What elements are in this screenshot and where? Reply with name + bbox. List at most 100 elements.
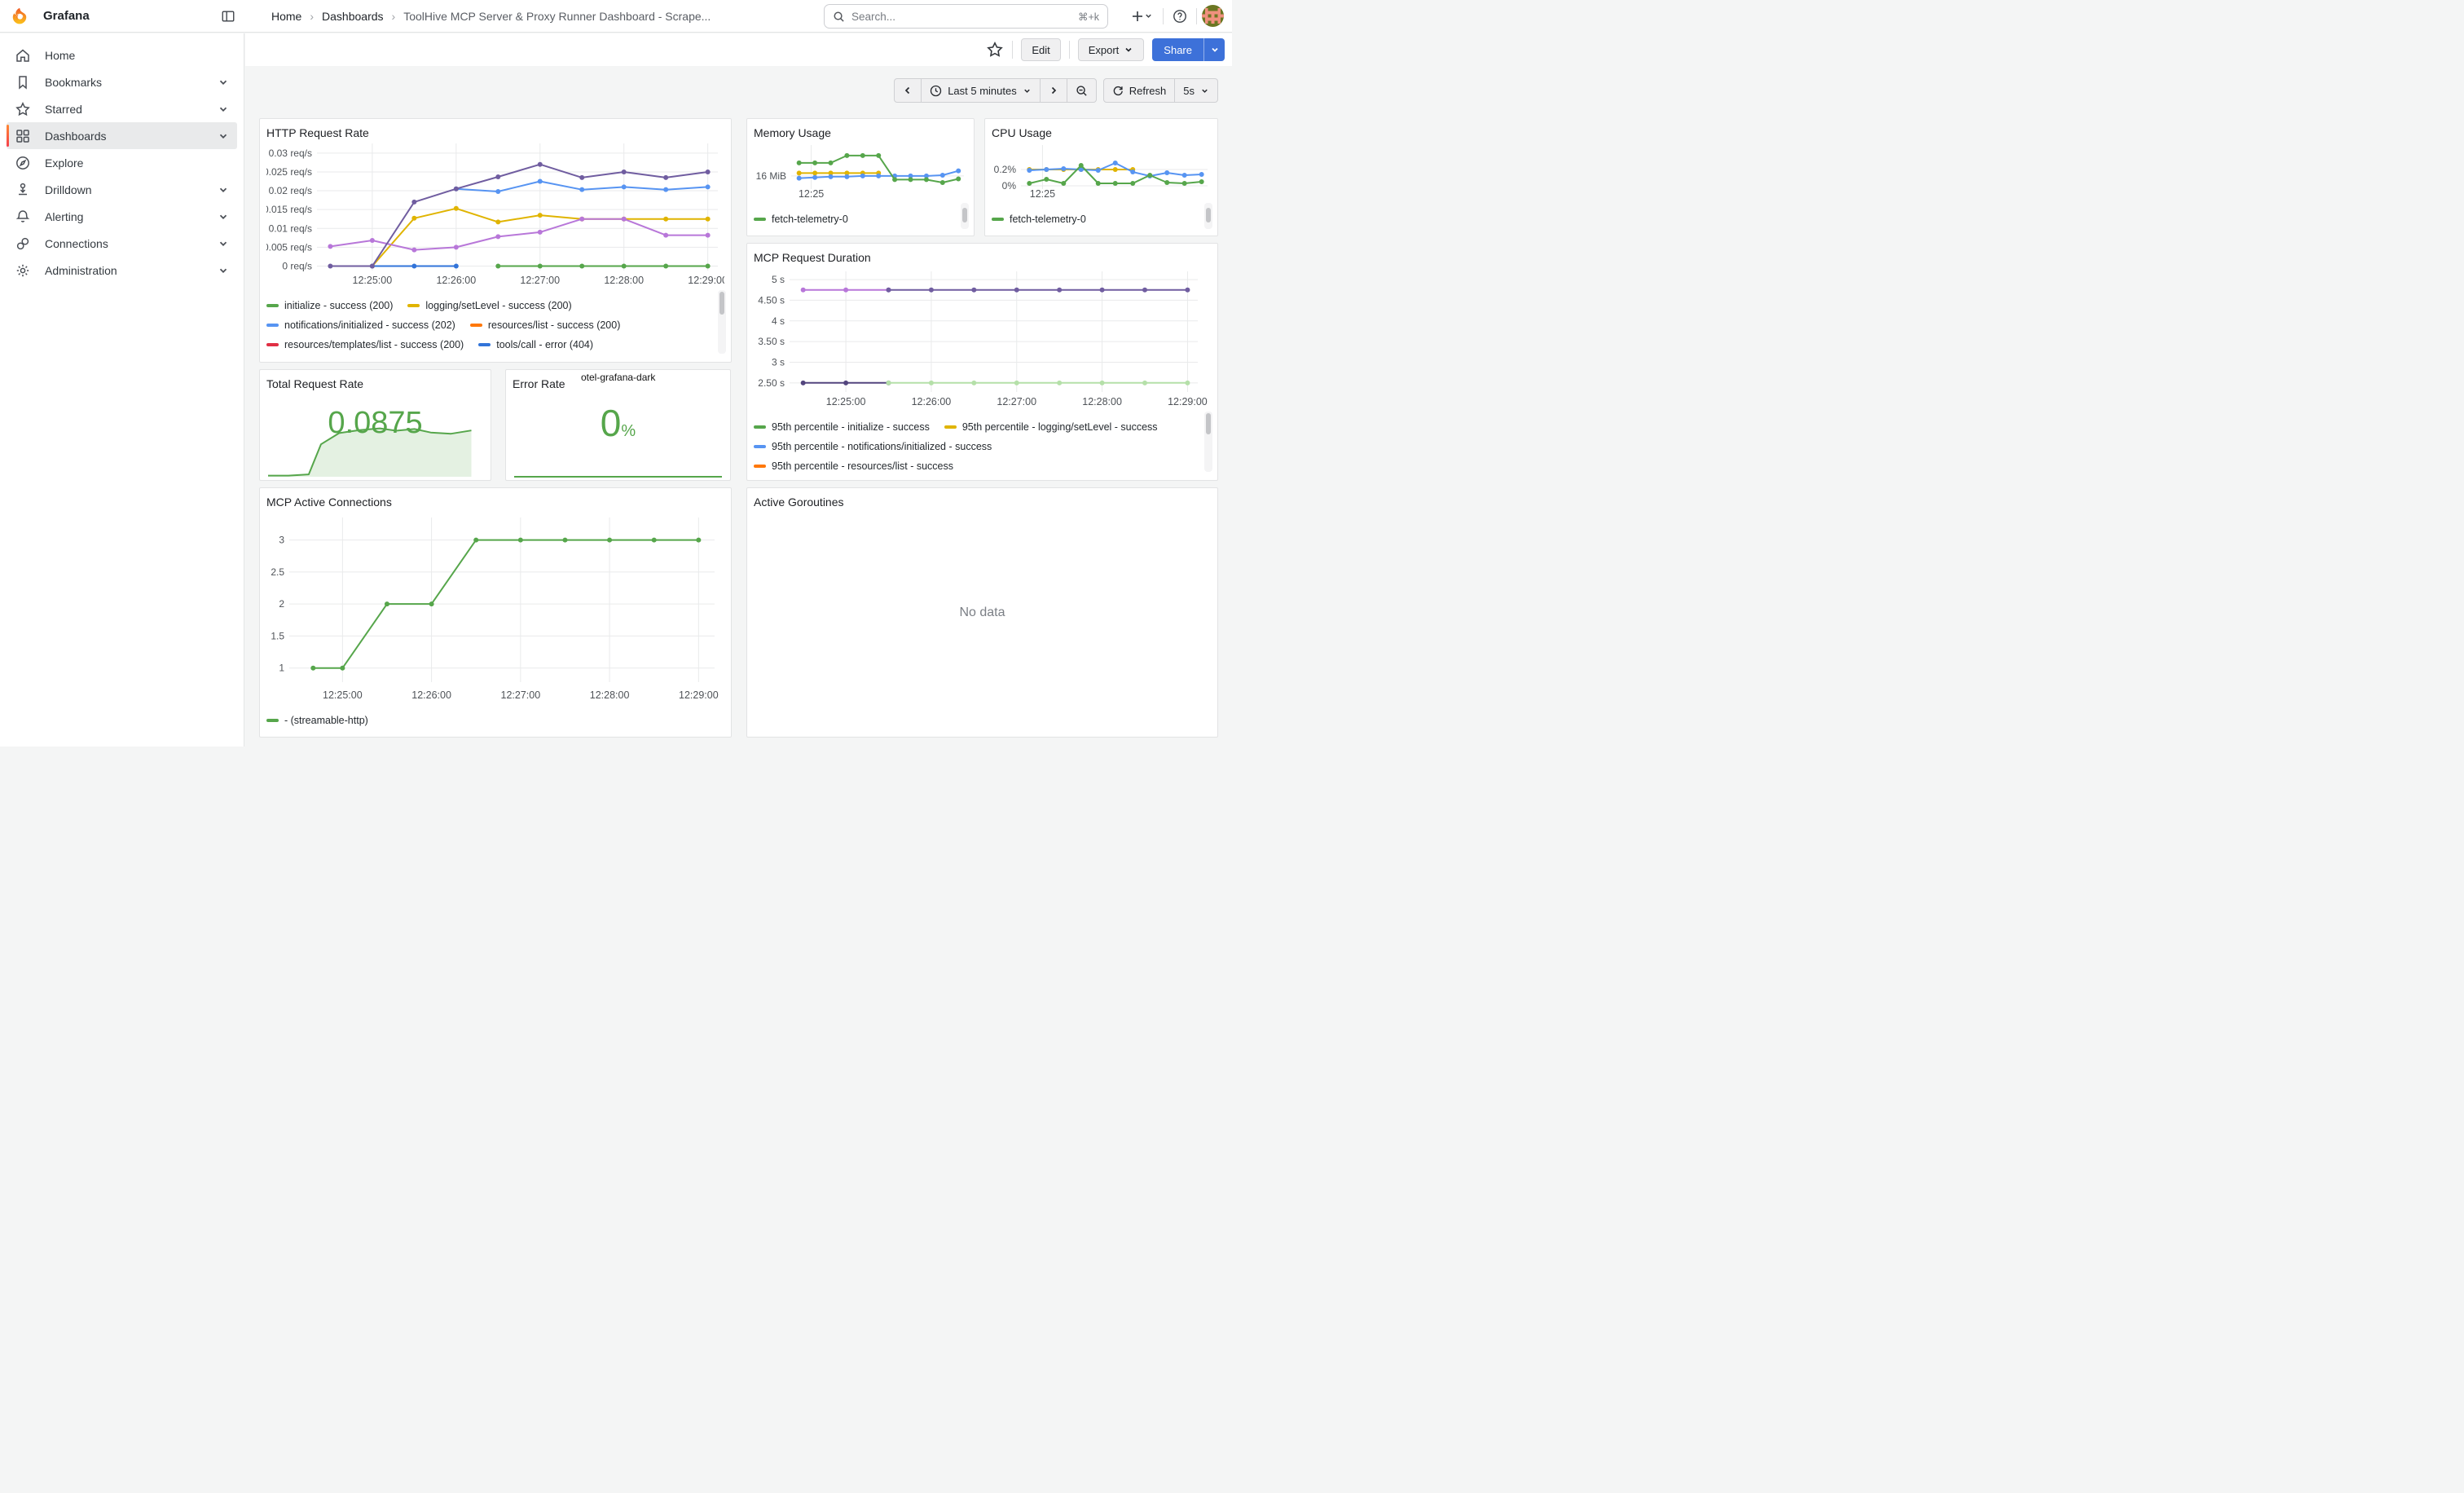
duration-legend: 95th percentile - initialize - success 95… [754,414,1211,478]
legend-item[interactable]: notifications/initialized - success (202… [266,319,455,331]
sidebar-item-label: Explore [45,156,84,170]
sidebar-item-starred[interactable]: Starred [7,95,237,122]
breadcrumb-home[interactable]: Home [271,9,302,23]
search-input[interactable]: Search... ⌘+k [824,4,1108,29]
http-request-rate-chart[interactable]: 0.03 req/s 0.025 req/s 0.02 req/s 0.015 req… [263,140,728,288]
svg-text:16 MiB: 16 MiB [756,170,786,182]
share-button[interactable]: Share [1152,38,1203,61]
legend-row: resources/templates/list - success (200)… [266,338,724,351]
mcp-request-duration-chart[interactable]: 5 s 4.50 s 4 s 3.50 s 3 s 2.50 s 12:25:00 12:26… [754,265,1211,410]
chevron-right-icon [1051,86,1056,95]
error-rate-sparkline[interactable] [513,470,724,478]
legend-item[interactable]: 95th percentile - notifications/initiali… [754,441,992,452]
refresh-interval-picker[interactable]: 5s [1175,78,1218,103]
legend-item[interactable]: 95th percentile - initialize - success [754,421,930,433]
legend-row: fetch-telemetry-0 [992,213,1211,226]
legend-scrollbar-thumb[interactable] [719,292,724,315]
legend-label: logging/setLevel - success (200) [425,300,572,311]
svg-text:0.025 req/s: 0.025 req/s [266,166,312,178]
legend-row: - (streamable-http) [266,714,724,727]
legend-item[interactable]: - (streamable-http) [266,715,368,726]
svg-text:12:25: 12:25 [799,188,824,200]
total-request-rate-sparkline[interactable] [266,408,484,478]
legend-label: 95th percentile - logging/setLevel - suc… [961,421,1158,433]
refresh-interval-label: 5s [1183,84,1195,97]
legend-item[interactable]: fetch-telemetry-0 [754,214,848,225]
legend-swatch [266,304,279,307]
sidebar-item-bookmarks[interactable]: Bookmarks [7,68,237,95]
legend-item[interactable]: initialize - success (200) [266,300,393,311]
legend-item[interactable]: resources/list - success (200) [469,319,621,331]
sidebar-item-dashboards[interactable]: Dashboards [7,122,237,149]
legend-scrollbar[interactable] [1204,412,1212,472]
add-button[interactable] [1125,5,1158,28]
user-avatar[interactable] [1202,5,1224,27]
plug-icon [16,237,29,249]
panel-http-request-rate: HTTP Request Rate 0.03 req/s 0.025 req/s 0… [259,118,732,363]
share-menu-button[interactable] [1203,38,1225,61]
legend-label: resources/templates/list - success (200) [284,339,464,350]
help-button[interactable] [1168,5,1191,28]
panel-mcp-active-connections: MCP Active Connections 3 2.5 2 1.5 1 12:25:00… [259,487,732,738]
zoom-out-icon [1076,85,1087,96]
favorite-star-icon[interactable] [986,41,1004,59]
legend-item[interactable]: resources/templates/list - success (200) [266,339,464,350]
legend-scrollbar-thumb[interactable] [962,208,967,222]
clock-icon [931,85,942,96]
legend-scrollbar[interactable] [718,290,726,354]
panel-cpu-usage: CPU Usage 0.2% 0% 12:25 fetch-telemetry-0 [984,118,1218,236]
chevron-down-icon [219,187,227,192]
sidebar-item-alerting[interactable]: Alerting [7,203,237,230]
legend-label: 95th percentile - notifications/initiali… [772,441,992,452]
zoom-out-button[interactable] [1067,78,1097,103]
sidebar-item-label: Drilldown [45,183,92,196]
memory-usage-chart[interactable]: 16 MiB 12:25 [754,140,967,202]
sidebar-item-home[interactable]: Home [7,42,237,68]
time-shift-forward-button[interactable] [1040,78,1067,103]
legend-swatch [754,425,766,429]
legend-label: resources/list - success (200) [487,319,621,331]
time-range-picker[interactable]: Last 5 minutes [922,78,1041,103]
sidebar-item-administration[interactable]: Administration [7,257,237,284]
sidebar-item-drilldown[interactable]: Drilldown [7,176,237,203]
legend-scrollbar-thumb[interactable] [1206,413,1211,434]
sidebar-nav: Home Bookmarks Starred Dashboards Explore Dri… [0,33,244,746]
chevron-down-icon [1145,14,1151,18]
legend-label: tools/call - error (404) [496,339,594,350]
svg-text:12:26:00: 12:26:00 [912,396,952,407]
svg-text:12:29:00: 12:29:00 [688,275,724,286]
legend-row: 95th percentile - resources/list - succe… [754,460,1211,473]
legend-item[interactable]: fetch-telemetry-0 [992,214,1086,225]
svg-text:0.015 req/s: 0.015 req/s [266,204,312,215]
time-controls: Last 5 minutes Refresh 5s [0,78,1218,103]
svg-text:12:25:00: 12:25:00 [826,396,866,407]
svg-text:12:25:00: 12:25:00 [323,689,363,701]
time-shift-back-button[interactable] [894,78,922,103]
legend-item[interactable]: tools/call - error (404) [478,339,593,350]
cpu-usage-chart[interactable]: 0.2% 0% 12:25 [992,140,1211,202]
edit-button[interactable]: Edit [1021,38,1061,61]
sidebar-item-explore[interactable]: Explore [7,149,237,176]
grafana-logo [12,7,27,24]
breadcrumb-dashboards[interactable]: Dashboards [322,9,384,23]
sidebar-item-label: Home [45,48,76,62]
refresh-button[interactable]: Refresh [1102,78,1176,103]
legend-row: notifications/initialized - success (202… [266,319,724,332]
panel-title: Total Request Rate [266,377,364,390]
sidebar-item-connections[interactable]: Connections [7,230,237,257]
compass-icon [16,156,29,170]
legend-item[interactable]: 95th percentile - logging/setLevel - suc… [944,421,1158,433]
mcp-active-connections-chart[interactable]: 3 2.5 2 1.5 1 12:25:00 12:26:00 12:27:00 12:28:0… [266,509,724,703]
sidebar-item-label: Starred [45,102,82,116]
sidebar-toggle-icon[interactable] [221,9,235,24]
legend-item[interactable]: 95th percentile - resources/list - succe… [754,460,953,472]
chevron-left-icon [904,86,910,95]
legend-scrollbar-thumb[interactable] [1206,208,1211,222]
edit-label: Edit [1032,43,1050,56]
legend-swatch [469,324,482,327]
legend-item[interactable]: logging/setLevel - success (200) [407,300,572,311]
chevron-down-icon [1125,47,1132,52]
export-button[interactable]: Export [1077,38,1145,61]
chevron-down-icon [219,214,227,219]
svg-text:3: 3 [279,535,284,546]
